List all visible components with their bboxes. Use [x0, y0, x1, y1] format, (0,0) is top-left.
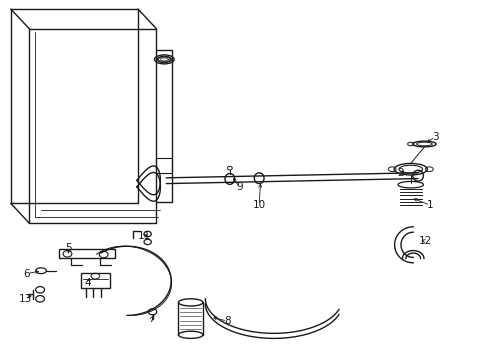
- Bar: [59, 249, 115, 258]
- Text: 8: 8: [224, 316, 230, 326]
- Bar: [81, 273, 110, 288]
- Text: 4: 4: [84, 278, 91, 288]
- Text: 3: 3: [431, 132, 438, 142]
- Text: 5: 5: [65, 243, 72, 253]
- Text: 10: 10: [252, 200, 265, 210]
- Text: 13: 13: [19, 294, 32, 304]
- Text: 12: 12: [418, 236, 431, 246]
- Text: 1: 1: [426, 200, 433, 210]
- Text: 9: 9: [236, 182, 243, 192]
- Bar: [156, 158, 172, 173]
- Text: 2: 2: [397, 168, 404, 178]
- Text: 7: 7: [148, 314, 155, 324]
- Text: 11: 11: [137, 231, 151, 241]
- Text: 6: 6: [23, 269, 30, 279]
